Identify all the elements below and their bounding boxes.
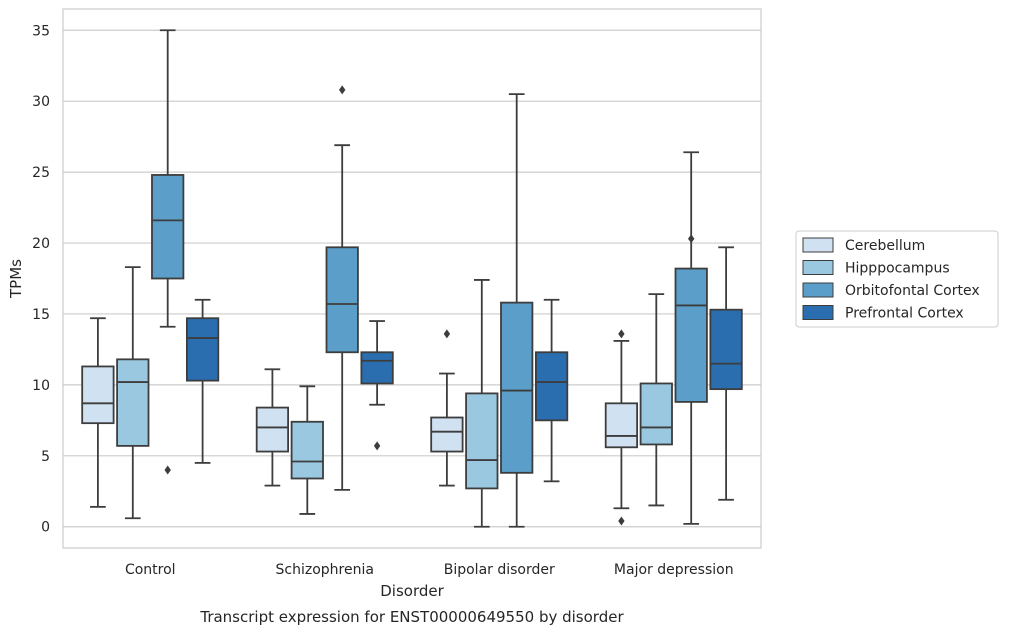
box-group — [430, 329, 464, 487]
x-axis-label: Disorder — [380, 582, 444, 600]
y-tick-label: 35 — [32, 23, 50, 39]
iqr-box — [604, 402, 639, 449]
boxes-layer — [81, 29, 743, 528]
outlier-point — [443, 329, 451, 339]
y-axis-ticks: 0 5 10 15 20 25 30 35 — [32, 23, 50, 535]
iqr-box — [360, 351, 394, 385]
box-group — [151, 29, 185, 475]
outlier-point — [164, 465, 171, 475]
iqr-box — [430, 416, 464, 453]
outlier-point — [339, 85, 346, 95]
box-group — [116, 266, 150, 520]
outlier-point — [688, 234, 695, 244]
y-tick-label: 5 — [41, 449, 50, 465]
legend-label: Hipppocampus — [845, 261, 950, 277]
chart-caption: Transcript expression for ENST0000064955… — [199, 608, 624, 626]
iqr-box — [81, 365, 115, 425]
legend-frame — [795, 230, 999, 328]
outlier-point — [618, 329, 625, 339]
box-group — [604, 329, 639, 526]
iqr-box — [500, 301, 534, 474]
iqr-box — [639, 382, 673, 446]
iqr-box — [465, 392, 499, 490]
box-group — [185, 298, 220, 464]
iqr-box — [534, 351, 569, 422]
legend: Cerebellum Hipppocampus Orbitofontal Corte… — [795, 230, 999, 328]
y-tick-label: 25 — [32, 165, 50, 181]
x-tick-label: Major depression — [614, 562, 734, 578]
box-group — [534, 298, 569, 483]
iqr-box — [674, 267, 708, 403]
box-group — [290, 385, 324, 515]
legend-swatch — [802, 305, 834, 320]
iqr-box — [325, 246, 359, 354]
box-group — [500, 93, 534, 528]
box-group — [81, 317, 115, 508]
iqr-box — [290, 420, 324, 480]
plot-area-frame — [62, 8, 762, 549]
box-group — [674, 151, 708, 525]
legend-label: Orbitofontal Cortex — [845, 283, 980, 299]
iqr-box — [185, 317, 220, 382]
legend-swatch — [802, 282, 834, 298]
x-tick-label: Schizophrenia — [276, 562, 374, 578]
y-tick-label: 0 — [41, 520, 50, 536]
legend-label: Cerebellum — [845, 238, 925, 254]
y-axis-label: TPMs — [7, 259, 25, 299]
y-tick-label: 20 — [32, 236, 50, 252]
y-tick-label: 10 — [32, 378, 50, 394]
y-tick-label: 30 — [32, 94, 50, 110]
legend-label: Prefrontal Cortex — [845, 306, 964, 322]
outlier-point — [373, 441, 381, 451]
iqr-box — [709, 308, 743, 391]
iqr-box — [255, 406, 290, 453]
x-tick-label: Control — [125, 562, 176, 578]
legend-swatch — [802, 260, 834, 275]
box-group — [465, 279, 499, 528]
box-group — [255, 368, 290, 487]
x-tick-label: Bipolar disorder — [444, 562, 555, 578]
box-group — [360, 320, 394, 451]
y-tick-label: 15 — [32, 307, 50, 323]
iqr-box — [116, 358, 150, 447]
box-group — [709, 246, 743, 501]
legend-swatch — [802, 237, 834, 253]
outlier-point — [618, 516, 625, 526]
iqr-box — [151, 174, 185, 280]
x-axis-ticks: Control Schizophrenia Bipolar disorder Majo… — [125, 562, 734, 578]
box-group — [639, 293, 673, 507]
box-group — [325, 85, 359, 491]
